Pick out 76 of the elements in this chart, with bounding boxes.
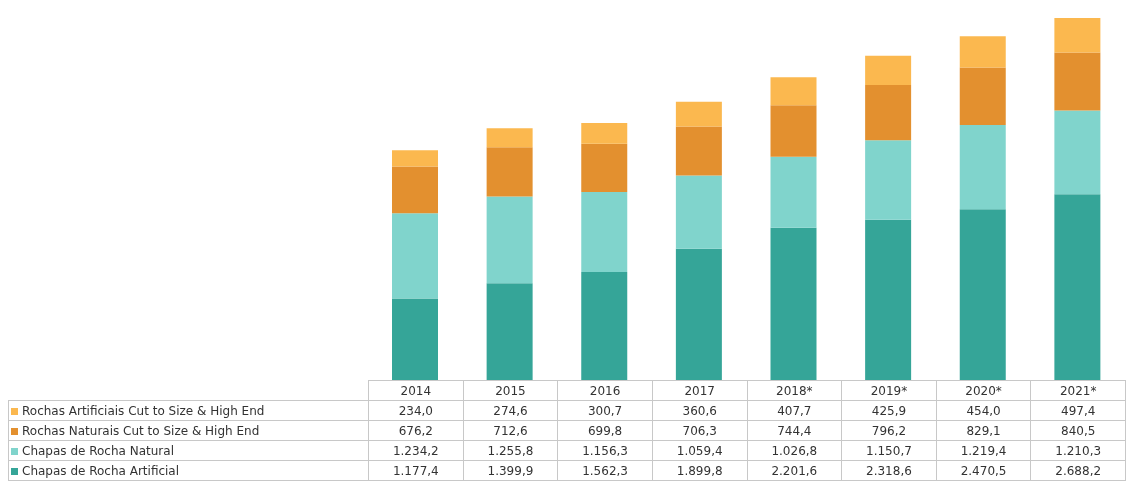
data-label: 699,8 [557,420,653,441]
bar [770,227,817,380]
bar [959,36,1006,68]
x-tick-label: 2018* [747,380,842,401]
x-tick-label: 2016 [557,380,653,401]
legend-label: Chapas de Rocha Natural [8,440,369,461]
data-label: 1.156,3 [557,440,653,461]
data-label: 2.201,6 [747,460,842,481]
data-label: 712,6 [463,420,558,441]
legend-label: Rochas Naturais Cut to Size & High End [8,420,369,441]
data-label: 1.059,4 [652,440,747,461]
data-label: 1.562,3 [557,460,653,481]
data-label: 2.318,6 [841,460,937,481]
data-label: 1.219,4 [936,440,1031,461]
bar [581,192,628,272]
x-tick-label: 2021* [1030,380,1126,401]
data-label: 497,4 [1030,400,1126,421]
bar [865,140,912,220]
data-label: 407,7 [747,400,842,421]
bar [1054,194,1101,380]
data-label: 744,4 [747,420,842,441]
bar [959,209,1006,380]
bar [770,77,817,106]
data-label: 300,7 [557,400,653,421]
data-label: 360,6 [652,400,747,421]
data-label: 425,9 [841,400,937,421]
bar [959,67,1006,125]
bar [486,147,533,197]
bar [581,122,628,144]
bar [675,126,722,176]
bar [1054,52,1101,111]
bar [392,166,438,214]
bar [486,283,533,380]
bar [392,298,438,380]
data-label: 1.026,8 [747,440,842,461]
data-label: 1.150,7 [841,440,937,461]
data-label: 706,3 [652,420,747,441]
legend-label: Chapas de Rocha Artificial [8,460,369,481]
legend-label: Rochas Artificiais Cut to Size & High End [8,400,369,421]
data-label: 1.210,3 [1030,440,1126,461]
x-tick-label: 2015 [463,380,558,401]
data-label: 676,2 [368,420,464,441]
bar [865,219,912,380]
x-tick-label: 2014 [368,380,464,401]
x-tick-label: 2019* [841,380,937,401]
bar [392,213,438,299]
bar [770,156,817,228]
data-label: 1.177,4 [368,460,464,481]
bar [865,85,912,141]
bar [959,124,1006,210]
data-label: 796,2 [841,420,937,441]
data-label: 2.688,2 [1030,460,1126,481]
data-label: 2.470,5 [936,460,1031,481]
bar [1054,18,1101,53]
bar [675,101,722,127]
x-tick-label: 2020* [936,380,1031,401]
data-label: 840,5 [1030,420,1126,441]
bar [486,128,533,148]
data-label: 1.899,8 [652,460,747,481]
bar [581,272,628,380]
bar [865,55,912,86]
data-label: 1.234,2 [368,440,464,461]
bar [675,175,722,249]
data-label: 1.255,8 [463,440,558,461]
data-label: 1.399,9 [463,460,558,481]
bar [581,143,628,193]
bar [770,105,817,157]
x-tick-label: 2017 [652,380,747,401]
bar [486,196,533,284]
bar [392,150,438,167]
data-label: 454,0 [936,400,1031,421]
data-label: 829,1 [936,420,1031,441]
data-label: 234,0 [368,400,464,421]
bar [1054,110,1101,195]
data-label: 274,6 [463,400,558,421]
bar [675,248,722,380]
